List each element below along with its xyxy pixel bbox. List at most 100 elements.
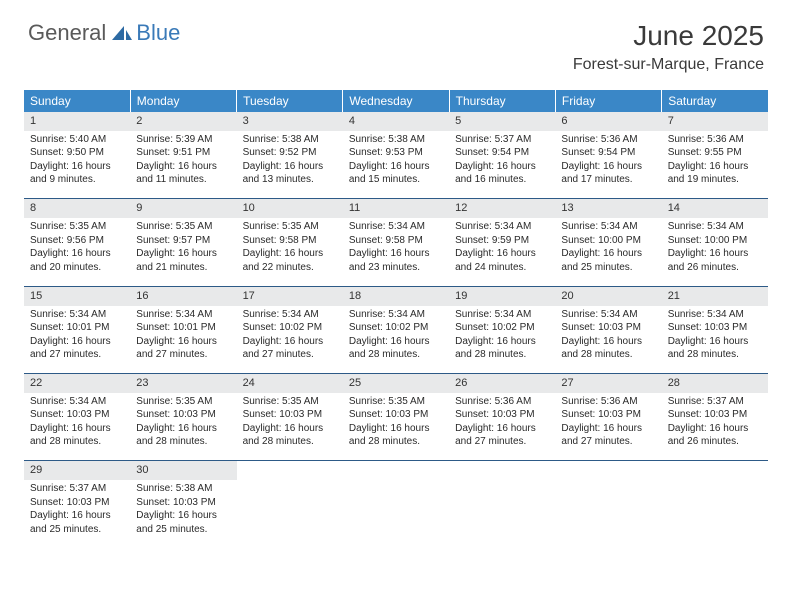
daylight-text: Daylight: 16 hours	[243, 335, 337, 349]
detail-row: Sunrise: 5:37 AMSunset: 10:03 PMDaylight…	[24, 480, 768, 548]
day-detail-cell: Sunrise: 5:36 AMSunset: 9:55 PMDaylight:…	[662, 131, 768, 199]
day-number-cell: 2	[130, 112, 236, 131]
day-detail-cell: Sunrise: 5:35 AMSunset: 9:57 PMDaylight:…	[130, 218, 236, 286]
sunrise-text: Sunrise: 5:34 AM	[668, 308, 762, 322]
sunset-text: Sunset: 9:54 PM	[561, 146, 655, 160]
sunset-text: Sunset: 10:03 PM	[561, 408, 655, 422]
logo-sail-icon	[110, 24, 134, 42]
daylight-text: Daylight: 16 hours	[561, 335, 655, 349]
daylight-text: and 20 minutes.	[30, 261, 124, 275]
location: Forest-sur-Marque, France	[573, 56, 764, 74]
day-header: Wednesday	[343, 90, 449, 112]
daylight-text: Daylight: 16 hours	[349, 422, 443, 436]
daylight-text: and 17 minutes.	[561, 173, 655, 187]
sunrise-text: Sunrise: 5:35 AM	[136, 395, 230, 409]
sunset-text: Sunset: 10:03 PM	[349, 408, 443, 422]
daylight-text: Daylight: 16 hours	[349, 247, 443, 261]
sunrise-text: Sunrise: 5:36 AM	[561, 395, 655, 409]
daylight-text: Daylight: 16 hours	[30, 335, 124, 349]
daylight-text: and 26 minutes.	[668, 261, 762, 275]
sunset-text: Sunset: 9:51 PM	[136, 146, 230, 160]
daylight-text: Daylight: 16 hours	[136, 422, 230, 436]
daylight-text: Daylight: 16 hours	[136, 509, 230, 523]
day-number-cell: 17	[237, 286, 343, 305]
sunset-text: Sunset: 10:03 PM	[668, 408, 762, 422]
day-number-cell: 1	[24, 112, 130, 131]
sunrise-text: Sunrise: 5:34 AM	[561, 308, 655, 322]
daynum-row: 1234567	[24, 112, 768, 131]
daylight-text: Daylight: 16 hours	[243, 247, 337, 261]
day-number-cell	[449, 461, 555, 480]
calendar-table: Sunday Monday Tuesday Wednesday Thursday…	[24, 90, 768, 548]
day-number-cell: 28	[662, 374, 768, 393]
day-number-cell: 27	[555, 374, 661, 393]
daylight-text: and 27 minutes.	[561, 435, 655, 449]
daylight-text: and 28 minutes.	[349, 348, 443, 362]
sunrise-text: Sunrise: 5:36 AM	[561, 133, 655, 147]
daynum-row: 15161718192021	[24, 286, 768, 305]
day-header: Monday	[130, 90, 236, 112]
sunset-text: Sunset: 10:03 PM	[136, 408, 230, 422]
day-number-cell: 4	[343, 112, 449, 131]
day-number-cell: 10	[237, 199, 343, 218]
daylight-text: Daylight: 16 hours	[561, 247, 655, 261]
detail-row: Sunrise: 5:34 AM Sunset: 10:01 PM Daylight…	[24, 306, 768, 374]
daylight-text: Daylight: 16 hours	[349, 160, 443, 174]
day-detail-cell	[449, 480, 555, 548]
sunrise-text: Sunrise: 5:38 AM	[349, 133, 443, 147]
sunset-text: Sunset: 9:54 PM	[455, 146, 549, 160]
sunrise-text: Sunrise: 5:34 AM	[30, 395, 124, 409]
day-detail-cell: Sunrise: 5:34 AMSunset: 9:59 PMDaylight:…	[449, 218, 555, 286]
day-number-cell: 14	[662, 199, 768, 218]
sunset-text: Sunset: 10:03 PM	[30, 496, 124, 510]
daylight-text: and 15 minutes.	[349, 173, 443, 187]
day-number-cell: 18	[343, 286, 449, 305]
sunset-text: Sunset: 10:01 PM	[136, 321, 230, 335]
daylight-text: and 9 minutes.	[30, 173, 124, 187]
sunrise-text: Sunrise: 5:34 AM	[30, 308, 124, 322]
day-detail-cell: Sunrise: 5:36 AMSunset: 9:54 PMDaylight:…	[555, 131, 661, 199]
day-number-cell: 12	[449, 199, 555, 218]
daylight-text: Daylight: 16 hours	[668, 422, 762, 436]
daylight-text: and 28 minutes.	[455, 348, 549, 362]
day-detail-cell: Sunrise: 5:34 AMSunset: 9:58 PMDaylight:…	[343, 218, 449, 286]
day-detail-cell: Sunrise: 5:35 AMSunset: 10:03 PMDaylight…	[237, 393, 343, 461]
daylight-text: and 25 minutes.	[30, 523, 124, 537]
sunrise-text: Sunrise: 5:35 AM	[136, 220, 230, 234]
sunset-text: Sunset: 10:03 PM	[30, 408, 124, 422]
daylight-text: and 23 minutes.	[349, 261, 443, 275]
sunset-text: Sunset: 9:57 PM	[136, 234, 230, 248]
day-detail-cell: Sunrise: 5:39 AMSunset: 9:51 PMDaylight:…	[130, 131, 236, 199]
day-number-cell: 29	[24, 461, 130, 480]
month-title: June 2025	[573, 20, 764, 52]
sunset-text: Sunset: 10:02 PM	[243, 321, 337, 335]
day-detail-cell: Sunrise: 5:35 AMSunset: 9:56 PMDaylight:…	[24, 218, 130, 286]
sunset-text: Sunset: 10:00 PM	[561, 234, 655, 248]
sunset-text: Sunset: 9:58 PM	[349, 234, 443, 248]
daylight-text: and 28 minutes.	[349, 435, 443, 449]
sunset-text: Sunset: 10:03 PM	[455, 408, 549, 422]
day-number-cell: 19	[449, 286, 555, 305]
daylight-text: Daylight: 16 hours	[561, 422, 655, 436]
daylight-text: Daylight: 16 hours	[668, 160, 762, 174]
logo-text-blue: Blue	[136, 20, 180, 46]
daylight-text: and 27 minutes.	[455, 435, 549, 449]
sunset-text: Sunset: 10:00 PM	[668, 234, 762, 248]
sunset-text: Sunset: 9:50 PM	[30, 146, 124, 160]
daynum-row: 22232425262728	[24, 374, 768, 393]
day-number-cell: 22	[24, 374, 130, 393]
day-detail-cell: Sunrise: 5:37 AMSunset: 10:03 PMDaylight…	[662, 393, 768, 461]
day-header: Sunday	[24, 90, 130, 112]
daylight-text: and 28 minutes.	[243, 435, 337, 449]
day-detail-cell	[662, 480, 768, 548]
daylight-text: and 28 minutes.	[561, 348, 655, 362]
daylight-text: and 22 minutes.	[243, 261, 337, 275]
day-number-cell: 11	[343, 199, 449, 218]
day-number-cell: 26	[449, 374, 555, 393]
day-detail-cell: Sunrise: 5:38 AMSunset: 9:52 PMDaylight:…	[237, 131, 343, 199]
sunrise-text: Sunrise: 5:35 AM	[30, 220, 124, 234]
sunrise-text: Sunrise: 5:34 AM	[455, 220, 549, 234]
sunrise-text: Sunrise: 5:38 AM	[136, 482, 230, 496]
sunset-text: Sunset: 9:53 PM	[349, 146, 443, 160]
daylight-text: Daylight: 16 hours	[243, 160, 337, 174]
